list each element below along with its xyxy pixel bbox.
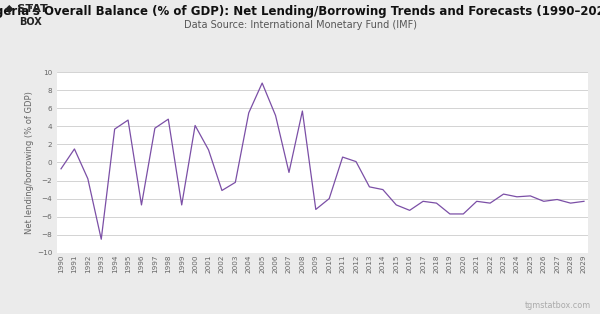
Text: Nigeria's Overall Balance (% of GDP): Net Lending/Borrowing Trends and Forecasts: Nigeria's Overall Balance (% of GDP): Ne… [0, 5, 600, 18]
Y-axis label: Net lending/borrowing (% of GDP): Net lending/borrowing (% of GDP) [25, 91, 34, 234]
Text: tgmstatbox.com: tgmstatbox.com [525, 301, 591, 310]
Text: BOX: BOX [19, 17, 42, 27]
Text: Data Source: International Monetary Fund (IMF): Data Source: International Monetary Fund… [184, 20, 416, 30]
Text: ◆ STAT: ◆ STAT [5, 4, 47, 14]
